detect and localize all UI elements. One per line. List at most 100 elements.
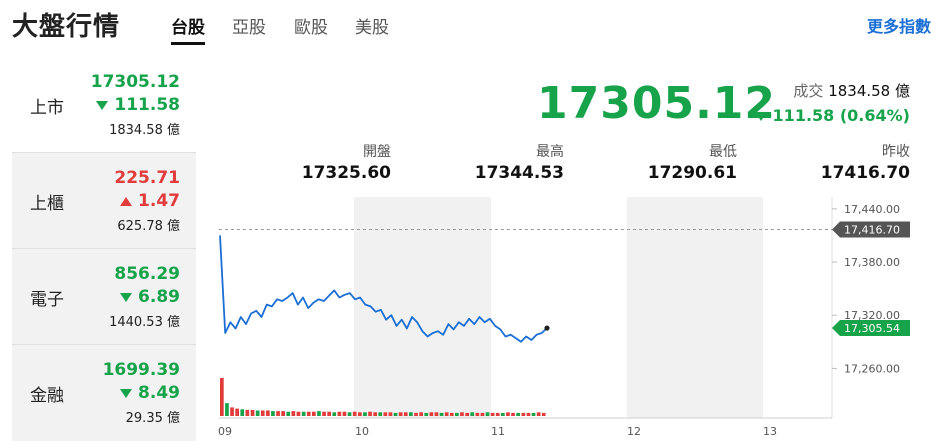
current-price: 17305.12 (537, 78, 777, 129)
volume-bar (424, 412, 429, 416)
volume-bar (409, 412, 413, 416)
volume-bar (301, 411, 306, 416)
volume-bar (506, 412, 510, 416)
tab-asia-stocks[interactable]: 亞股 (232, 18, 266, 38)
session-band (491, 197, 627, 418)
sidebar-item-volume: 625.78 億 (117, 219, 180, 234)
sidebar-item-change: 1.47 (120, 191, 180, 211)
volume-bar (388, 412, 393, 416)
stat-value: 17325.60 (301, 163, 391, 183)
volume-bar (363, 412, 367, 416)
volume-bar (317, 411, 321, 416)
sidebar-item-name: 金融 (30, 386, 64, 406)
stat-label: 開盤 (363, 144, 391, 160)
volume-bar (373, 412, 377, 416)
sidebar-item-change: 111.58 (96, 95, 180, 115)
sidebar-item-change: 6.89 (120, 287, 180, 307)
volume-bar (531, 412, 536, 416)
sidebar-item-price: 225.71 (114, 168, 180, 188)
sidebar-item-otc[interactable]: 上櫃 225.71 1.47 625.78 億 (12, 153, 196, 249)
volume-bar (337, 411, 342, 416)
volume-bar (220, 378, 224, 416)
sidebar-item-volume: 29.35 億 (125, 411, 180, 426)
sidebar-item-listed[interactable]: 上市 17305.12 111.58 1834.58 億 (12, 57, 196, 153)
volume-bar (260, 410, 265, 416)
stat-label: 最高 (536, 144, 564, 160)
sidebar-item-name: 電子 (30, 290, 64, 310)
tab-europe-stocks[interactable]: 歐股 (294, 18, 328, 38)
stat-low: 最低 17290.61 (587, 141, 737, 183)
volume-bar (501, 412, 505, 416)
volume-bar (449, 412, 454, 416)
volume-bar (444, 412, 449, 416)
volume-bar (511, 412, 515, 416)
volume-bar (429, 412, 434, 416)
session-band (219, 197, 354, 418)
sidebar-item-finance[interactable]: 金融 1699.39 8.49 29.35 億 (12, 345, 196, 440)
volume-bar (455, 412, 459, 416)
last-price-tag (832, 320, 910, 337)
volume-bar (439, 412, 444, 416)
x-tick-label: 11 (491, 425, 505, 438)
volume-bar (266, 410, 270, 416)
stat-value: 17344.53 (474, 163, 564, 183)
volume-value: 1834.58 億 (828, 82, 910, 100)
volume-bar (480, 412, 485, 416)
volume-bar (403, 412, 408, 416)
volume-bar (327, 411, 331, 416)
volume-bar (419, 412, 423, 416)
volume-bar (465, 412, 469, 416)
price-change: 111.58 (0.64%) (754, 106, 910, 125)
volume-bar (271, 411, 275, 416)
volume-bar (347, 412, 352, 416)
volume-bar (306, 411, 311, 416)
volume-bar (434, 412, 439, 416)
header: 大盤行情 台股 亞股 歐股 美股 更多指數 (0, 0, 931, 50)
volume-bar (250, 409, 255, 416)
volume-bar (358, 412, 362, 416)
tab-us-stocks[interactable]: 美股 (355, 18, 389, 38)
session-band (354, 197, 491, 418)
volume-bar (526, 412, 531, 416)
stat-open: 開盤 17325.60 (241, 141, 391, 183)
volume-bar (541, 412, 546, 416)
down-arrow-icon (120, 292, 133, 302)
volume-bar (352, 411, 357, 416)
last-price-tag-label: 17,305.54 (844, 322, 900, 335)
trade-volume: 成交 1834.58 億 (793, 80, 910, 101)
down-arrow-icon (754, 112, 767, 121)
sidebar-item-electronics[interactable]: 電子 856.29 6.89 1440.53 億 (12, 249, 196, 345)
volume-bar (225, 403, 229, 416)
stat-label: 最低 (709, 144, 737, 160)
stat-high: 最高 17344.53 (414, 141, 564, 183)
volume-bar (276, 411, 280, 416)
volume-bar (393, 412, 398, 416)
index-sidebar: 上市 17305.12 111.58 1834.58 億 上櫃 225.71 1… (12, 57, 196, 441)
volume-bar (485, 412, 490, 416)
volume-bar (291, 411, 296, 416)
volume-bar (398, 412, 403, 416)
down-arrow-icon (96, 100, 109, 110)
down-arrow-icon (120, 388, 133, 398)
volume-bar (281, 411, 285, 416)
sidebar-item-price: 1699.39 (102, 360, 180, 380)
stat-value: 17416.70 (820, 163, 910, 183)
sidebar-item-change: 8.49 (120, 383, 180, 403)
prev-close-tag (832, 221, 910, 238)
more-indices-link[interactable]: 更多指數 (866, 17, 931, 36)
volume-bar (495, 412, 500, 416)
volume-bar (470, 412, 475, 416)
sidebar-item-volume: 1834.58 億 (109, 123, 180, 138)
volume-bar (490, 412, 495, 416)
page-title: 大盤行情 (12, 12, 121, 42)
volume-bar (332, 412, 337, 416)
y-tick-label: 17,260.00 (844, 362, 900, 375)
sidebar-item-volume: 1440.53 億 (109, 315, 180, 330)
volume-bar (255, 410, 260, 416)
tab-tw-stocks[interactable]: 台股 (171, 18, 205, 38)
volume-bar (296, 411, 301, 416)
volume-bar (378, 412, 383, 416)
stat-value: 17290.61 (647, 163, 737, 183)
volume-bar (536, 412, 541, 416)
volume-bar (286, 411, 291, 416)
